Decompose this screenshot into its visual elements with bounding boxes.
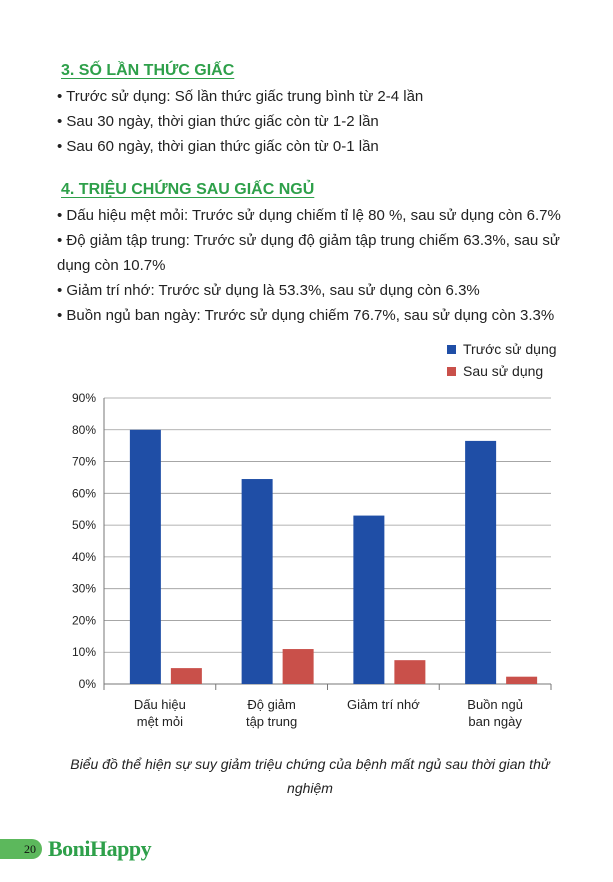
list-item: Sau 60 ngày, thời gian thức giấc còn từ … (57, 134, 577, 159)
section4-title: 4. TRIỆU CHỨNG SAU GIẤC NGỦ (61, 181, 315, 198)
bar-after (170, 668, 202, 684)
section4-bullet-list: Dấu hiệu mệt mỏi: Trước sử dụng chiếm tỉ… (57, 203, 577, 328)
bar-before (241, 479, 273, 684)
brand-logo: BoniHappy (48, 836, 152, 861)
list-item: Buồn ngủ ban ngày: Trước sử dụng chiếm 7… (57, 303, 577, 328)
list-item: Giảm trí nhớ: Trước sử dụng là 53.3%, sa… (57, 278, 577, 303)
x-tick-label-line: ban ngày (468, 714, 522, 729)
x-tick-label-line: mệt mỏi (137, 714, 183, 729)
list-item: Trước sử dụng: Số lần thức giấc trung bì… (57, 84, 577, 109)
list-item: Độ giảm tập trung: Trước sử dụng độ giảm… (57, 228, 577, 278)
x-tick-label-line: Giảm trí nhớ (347, 697, 420, 712)
x-tick-label-line: Độ giảm (247, 697, 295, 712)
y-tick-label: 60% (72, 486, 96, 500)
bar-chart: 0% 10% 20% 30% 40% 50% 60% 70% 80% 90% Dấu hiệu mệt… (72, 341, 557, 729)
y-tick-label: 30% (72, 582, 96, 596)
page-number: 20 (0, 839, 42, 859)
legend-label: Sau sử dụng (463, 363, 543, 379)
x-tick-label-line: tập trung (246, 714, 297, 729)
bar-before (129, 429, 161, 684)
bar-after (506, 676, 538, 684)
page-footer: 20 BoniHappy (0, 836, 152, 861)
y-tick-label: 90% (72, 391, 96, 405)
section3-title: 3. SỐ LẦN THỨC GIẤC (61, 62, 235, 79)
y-tick-label: 20% (72, 613, 96, 627)
legend-swatch (447, 345, 456, 354)
bar-before (465, 440, 497, 684)
x-tick-label: Dấu hiệu mệt mỏi (134, 697, 186, 729)
x-tick-label: Độ giảm tập trung (246, 697, 297, 729)
x-tick-label-line: Dấu hiệu (134, 697, 186, 712)
x-tick-label: Buồn ngủ ban ngày (467, 697, 523, 729)
section3-bullet-list: Trước sử dụng: Số lần thức giấc trung bì… (57, 84, 577, 159)
legend-label: Trước sử dụng (463, 341, 557, 357)
bar-before (353, 515, 385, 684)
y-tick-label: 0% (79, 677, 97, 691)
legend-swatch (447, 367, 456, 376)
list-item: Sau 30 ngày, thời gian thức giấc còn từ … (57, 109, 577, 134)
list-item: Dấu hiệu mệt mỏi: Trước sử dụng chiếm tỉ… (57, 203, 577, 228)
y-tick-label: 10% (72, 645, 96, 659)
x-tick-label-line: Buồn ngủ (467, 697, 523, 712)
y-tick-label: 80% (72, 423, 96, 437)
y-tick-label: 50% (72, 518, 96, 532)
y-tick-label: 70% (72, 455, 96, 469)
bar-after (394, 660, 426, 684)
bar-after (282, 649, 314, 684)
chart-caption: Biểu đồ thể hiện sự suy giảm triệu chứng… (70, 756, 550, 796)
x-tick-label: Giảm trí nhớ (347, 697, 420, 712)
y-tick-label: 40% (72, 550, 96, 564)
